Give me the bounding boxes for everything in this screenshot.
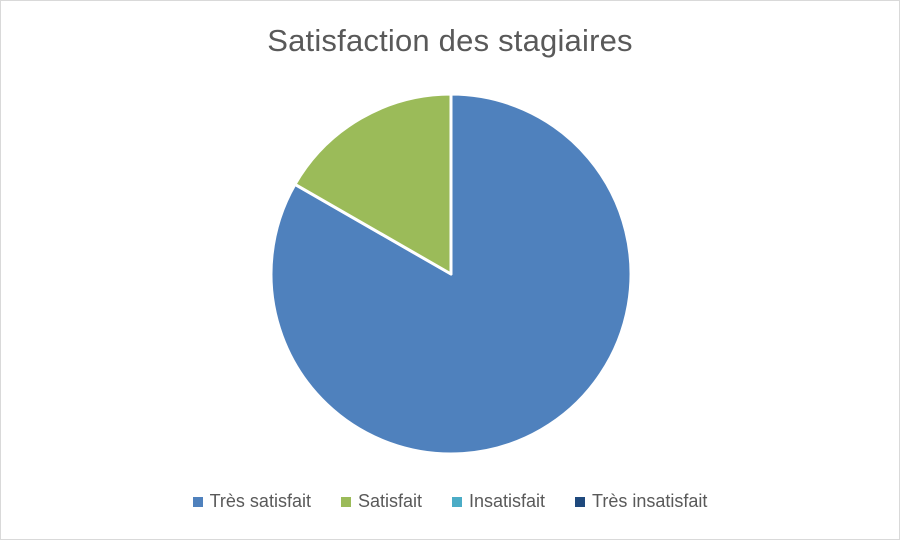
legend-label-3: Très insatisfait — [592, 491, 708, 511]
legend-label-1: Satisfait — [357, 491, 422, 511]
legend-label-0: Très satisfait — [209, 491, 311, 511]
pie-slice-1 — [293, 92, 453, 276]
legend-swatch-0 — [192, 496, 203, 507]
legend-item-1: Satisfait — [340, 491, 422, 512]
legend-swatch-2 — [451, 496, 462, 507]
chart-title: Satisfaction des stagiaires — [267, 23, 633, 58]
legend: Très satisfait Satisfait Insatisfait Très i… — [1, 491, 899, 512]
legend-swatch-3 — [575, 496, 586, 507]
legend-label-2: Insatisfait — [468, 491, 546, 511]
legend-item-3: Très insatisfait — [575, 491, 707, 512]
legend-swatch-1 — [340, 496, 351, 507]
legend-item-2: Insatisfait — [451, 491, 546, 512]
legend-item-0: Très satisfait — [192, 491, 311, 512]
